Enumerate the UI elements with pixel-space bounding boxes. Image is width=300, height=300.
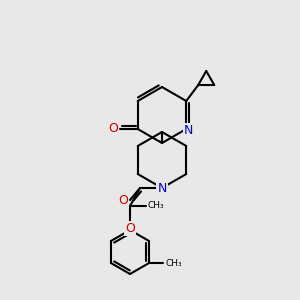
- Text: O: O: [125, 221, 135, 235]
- Text: O: O: [118, 194, 128, 206]
- Text: CH₃: CH₃: [148, 202, 165, 211]
- Text: N: N: [157, 182, 167, 194]
- Text: CH₃: CH₃: [165, 259, 182, 268]
- Text: N: N: [184, 124, 193, 136]
- Text: O: O: [108, 122, 118, 136]
